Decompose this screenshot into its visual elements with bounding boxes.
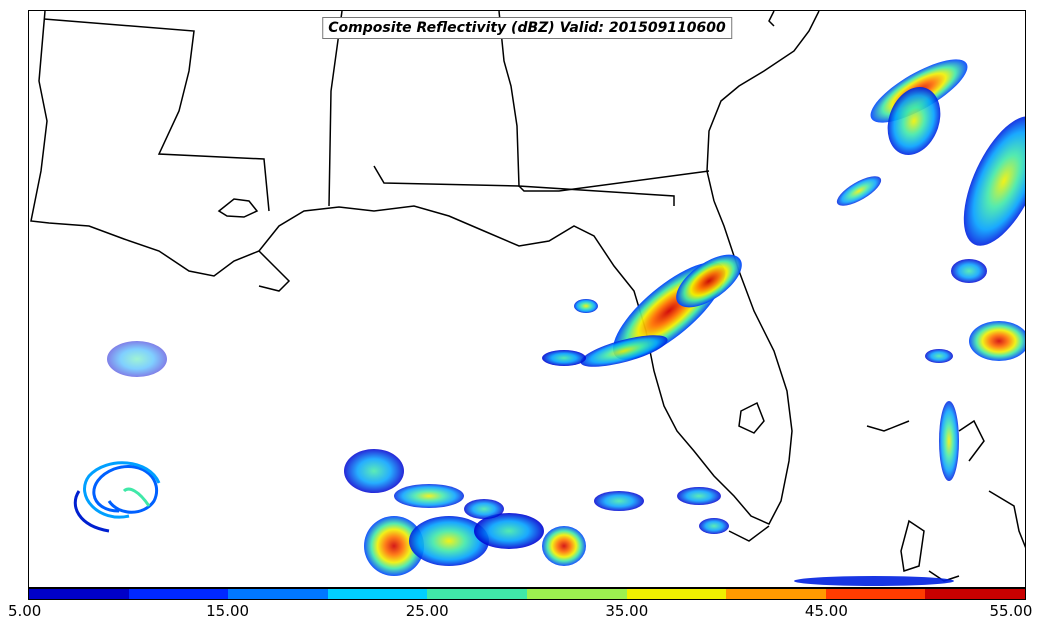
colorbar-segment — [228, 589, 328, 599]
map-title: Composite Reflectivity (dBZ) Valid: 2015… — [322, 17, 732, 39]
colorbar — [28, 588, 1026, 600]
colorbar-segment — [726, 589, 826, 599]
colorbar-segment — [825, 589, 926, 599]
colorbar-segment — [427, 589, 527, 599]
colorbar-segment — [526, 589, 627, 599]
colorbar-tick-label: 15.00 — [206, 602, 250, 620]
radar-echoes — [73, 59, 1025, 586]
colorbar-segment — [29, 589, 129, 599]
colorbar-segment — [128, 589, 229, 599]
colorbar-segment — [626, 589, 727, 599]
map-canvas — [30, 11, 1025, 586]
colorbar-segment — [925, 589, 1025, 599]
spiral-storm — [73, 461, 161, 533]
colorbar-tick-label: 55.00 — [989, 602, 1033, 620]
colorbar-tick-label: 25.00 — [405, 602, 449, 620]
coastlines — [30, 11, 1025, 582]
colorbar-tick-label: 35.00 — [605, 602, 649, 620]
colorbar-tick-label: 45.00 — [804, 602, 848, 620]
colorbar-ticks: 5.00 15.00 25.00 35.00 45.00 55.00 — [0, 602, 1060, 626]
colorbar-segment — [327, 589, 428, 599]
colorbar-tick-label: 5.00 — [7, 602, 42, 620]
radar-map: Composite Reflectivity (dBZ) Valid: 2015… — [28, 10, 1026, 588]
